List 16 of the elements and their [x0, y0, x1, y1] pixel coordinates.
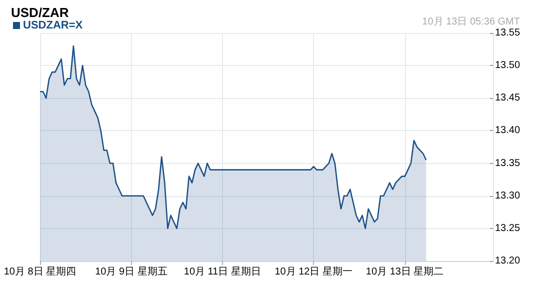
x-tick-label: 10月 11日 星期日 — [184, 266, 261, 278]
x-tick-label: 10月 9日 星期五 — [95, 266, 168, 278]
legend-label: USDZAR=X — [23, 20, 84, 32]
y-tick-label: 13.35 — [495, 158, 520, 169]
x-tick-label: 10月 12日 星期一 — [274, 266, 353, 278]
y-tick-label: 13.25 — [495, 222, 520, 234]
y-tick-label: 13.20 — [495, 256, 520, 266]
y-tick-label: 13.55 — [495, 28, 520, 38]
y-tick-label: 13.45 — [495, 92, 520, 104]
text: 10月 13日 05:36 GMT — [422, 16, 520, 28]
x-tick-label: 10月 8日 星期四 — [4, 266, 76, 278]
y-tick-label: 13.30 — [495, 190, 520, 202]
chart-title: USD/ZAR — [11, 5, 70, 20]
x-tick-label: 10月 13日 星期二 — [366, 266, 444, 278]
y-tick-label: 13.50 — [495, 60, 520, 72]
y-tick-label: 13.40 — [495, 125, 520, 136]
